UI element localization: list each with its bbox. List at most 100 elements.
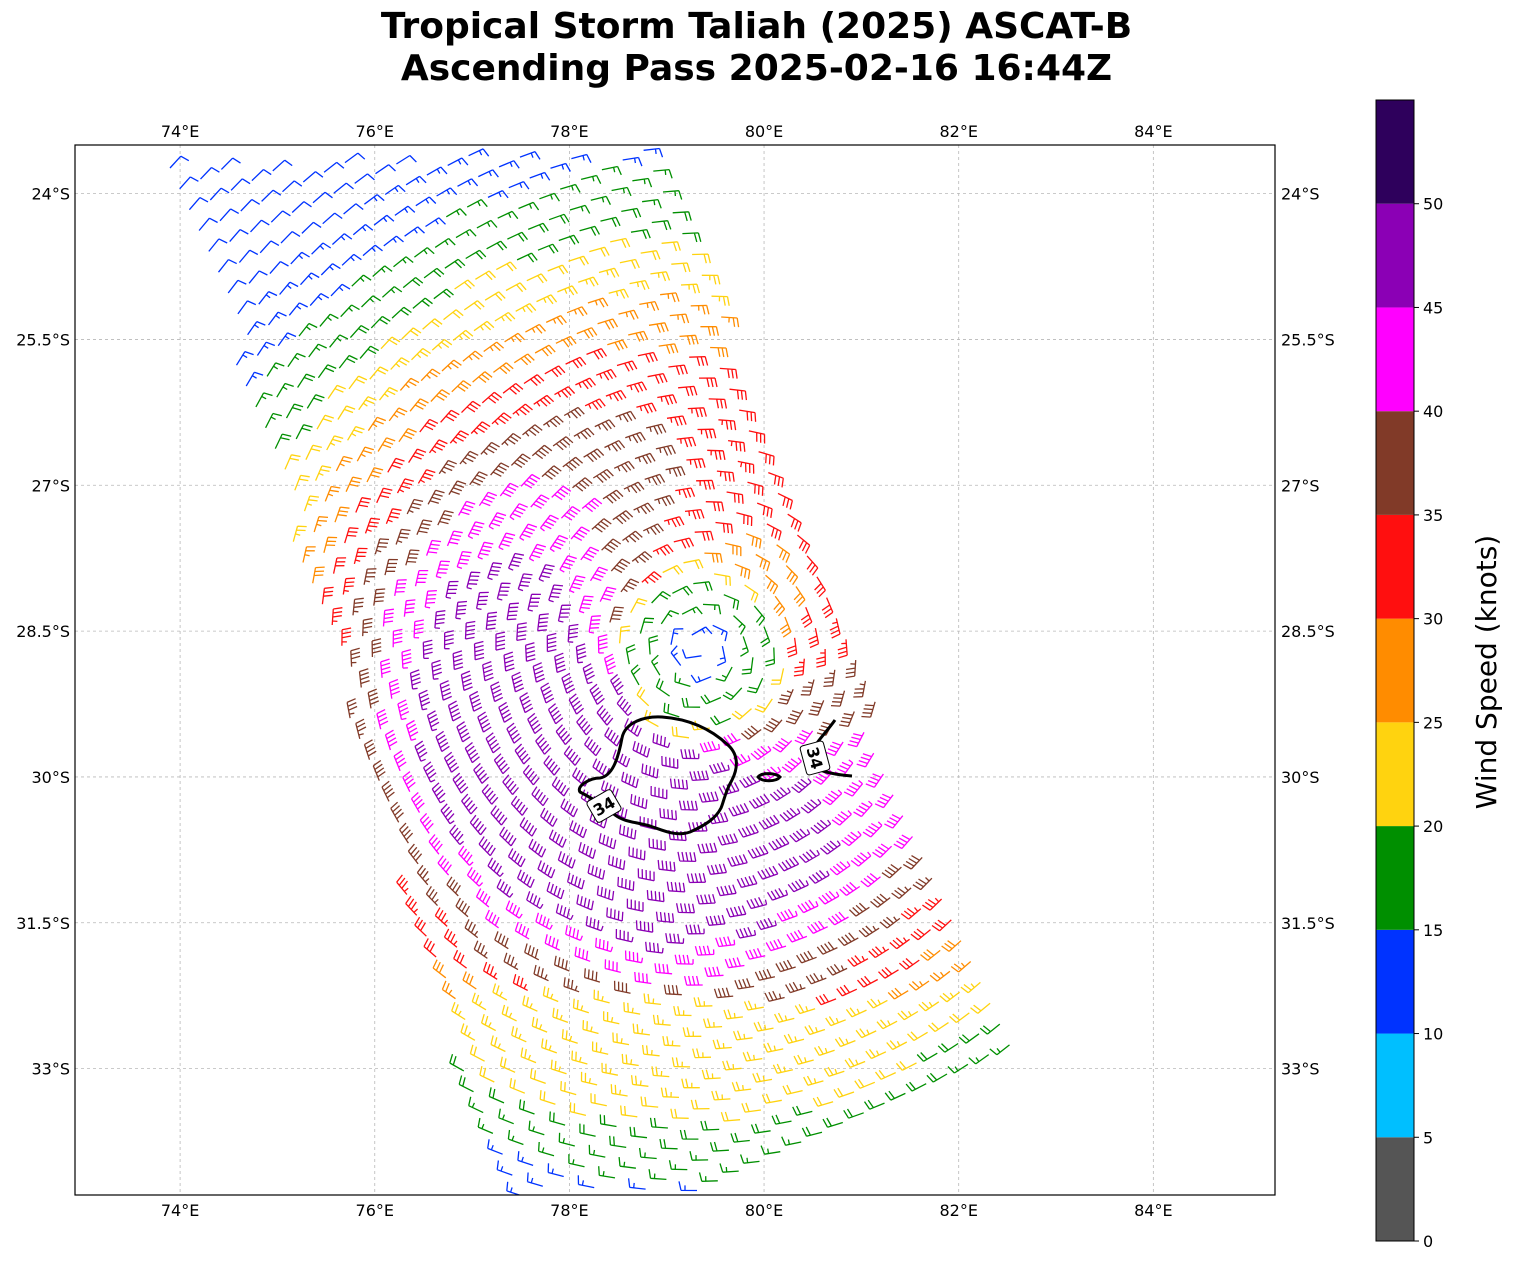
wind-barb [655, 911, 675, 924]
wind-barb [198, 217, 218, 231]
wind-barb [723, 1009, 743, 1020]
wind-barb [941, 940, 962, 952]
wind-barb [616, 360, 638, 372]
wind-barb [843, 1108, 864, 1119]
wind-barb [745, 948, 766, 960]
wind-barb [514, 743, 531, 765]
wind-barb [581, 497, 603, 513]
wind-barb [740, 725, 762, 740]
wind-barb [427, 489, 445, 505]
wind-barb [696, 894, 716, 905]
wind-barb [227, 279, 247, 294]
wind-barb [217, 259, 237, 273]
wind-barb [576, 894, 594, 911]
wind-barb [473, 640, 485, 661]
wind-barb [475, 888, 491, 908]
wind-barb [696, 479, 715, 490]
colorbar-segment [1376, 1033, 1414, 1138]
wind-barb [466, 866, 484, 887]
wind-barb [498, 1108, 514, 1125]
wind-barb [414, 740, 428, 762]
wind-barb [361, 295, 382, 308]
wind-barb [364, 194, 385, 205]
wind-barb [916, 1052, 938, 1062]
wind-barb [798, 849, 820, 864]
wind-barb [669, 778, 689, 790]
wind-barb [615, 928, 634, 943]
wind-barb [341, 253, 362, 266]
wind-barb [598, 267, 620, 278]
wind-barb [821, 597, 834, 619]
wind-barb [554, 652, 566, 674]
colorbar-frame [1375, 99, 1415, 1242]
wind-barb [736, 512, 753, 527]
wind-barb [711, 1090, 731, 1101]
wind-barb [291, 201, 312, 213]
wind-barb [317, 364, 337, 379]
wind-barb [684, 508, 705, 520]
wind-barb [630, 1075, 649, 1087]
wind-barb [569, 575, 586, 594]
wind-barb [674, 672, 691, 688]
wind-barb [533, 394, 555, 407]
wind-barb [800, 798, 822, 814]
wind-barb [763, 717, 783, 733]
wind-barb [584, 736, 602, 757]
wind-barb [551, 485, 572, 501]
wind-barb [920, 949, 941, 961]
wind-barb [613, 460, 635, 473]
wind-barb [819, 840, 841, 855]
colorbar-segment [1376, 514, 1414, 619]
wind-barbs [169, 147, 1010, 1195]
chart-title: Tropical Storm Taliah (2025) ASCAT-B Asc… [0, 6, 1513, 90]
wind-barb [697, 842, 718, 854]
wind-barb [461, 793, 478, 815]
wind-barb [732, 1030, 753, 1041]
wind-barb [445, 208, 467, 218]
wind-barb [537, 860, 556, 879]
wind-barb [531, 444, 553, 460]
wind-barb [422, 639, 433, 660]
wind-barb [405, 895, 419, 916]
wind-barb [836, 984, 858, 997]
wind-barb [311, 242, 332, 255]
wind-barb [918, 1001, 940, 1012]
wind-barb [537, 613, 549, 632]
wind-barb [302, 171, 324, 183]
wind-barb [277, 332, 297, 347]
wind-barb [568, 693, 585, 715]
wind-barb [570, 526, 590, 541]
lat-tick-label-left: 25.5°S [16, 330, 70, 349]
colorbar-tick-label: 30 [1423, 610, 1443, 629]
wind-barb [772, 737, 793, 753]
wind-barb [333, 182, 354, 194]
wind-barb [439, 680, 452, 701]
wind-barb [621, 771, 639, 789]
wind-barb [292, 525, 307, 542]
wind-barb [548, 829, 567, 848]
lon-tick-label-bottom: 78°E [550, 1201, 588, 1220]
wind-barb [812, 768, 833, 785]
wind-barb [498, 701, 513, 723]
lon-tick-label-top: 84°E [1134, 122, 1172, 141]
wind-barb [517, 869, 535, 889]
wind-barb [415, 196, 437, 207]
wind-barb [453, 949, 467, 969]
wind-barb [363, 739, 377, 760]
wind-barb [612, 510, 634, 525]
wind-barb [560, 506, 581, 521]
wind-barb [646, 890, 665, 903]
wind-barb [482, 961, 498, 980]
wind-barb [433, 288, 454, 300]
wind-barb [460, 670, 473, 692]
wind-barb [587, 297, 609, 308]
wind-barb [396, 478, 414, 494]
wind-barb [571, 153, 592, 163]
wind-barb [779, 616, 792, 638]
wind-barb [643, 147, 664, 158]
wind-barb [447, 700, 462, 722]
wind-barb [458, 1075, 474, 1093]
wind-barb [898, 958, 920, 970]
wind-barb [237, 300, 257, 315]
wind-barb [698, 377, 718, 388]
